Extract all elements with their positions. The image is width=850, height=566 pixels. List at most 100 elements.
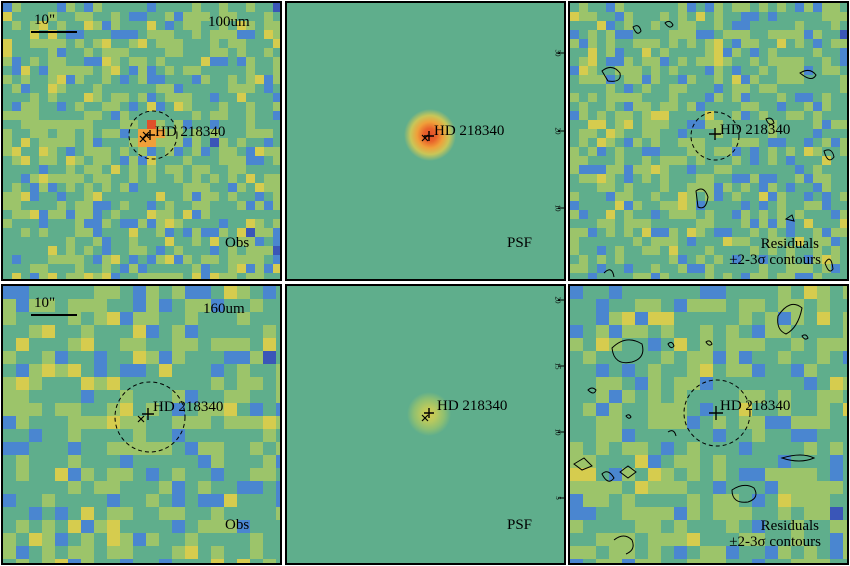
map-pixel	[146, 416, 159, 429]
map-pixel	[830, 351, 843, 364]
map-pixel	[777, 30, 786, 39]
map-pixel	[752, 325, 765, 338]
map-pixel	[830, 429, 843, 442]
map-pixel	[778, 325, 791, 338]
map-pixel	[192, 21, 201, 30]
map-pixel	[219, 3, 228, 12]
map-pixel	[615, 48, 624, 57]
map-pixel	[588, 183, 597, 192]
map-pixel	[198, 559, 211, 563]
map-pixel	[30, 3, 39, 12]
map-pixel	[75, 219, 84, 228]
map-pixel	[777, 219, 786, 228]
map-pixel	[795, 21, 804, 30]
map-pixel	[642, 228, 651, 237]
map-pixel	[201, 228, 210, 237]
map-pixel	[588, 192, 597, 201]
map-pixel	[68, 546, 81, 559]
map-pixel	[21, 255, 30, 264]
map-pixel	[165, 57, 174, 66]
map-pixel	[12, 138, 21, 147]
map-pixel	[94, 325, 107, 338]
map-pixel	[615, 273, 624, 279]
map-pixel	[687, 455, 700, 468]
map-pixel	[133, 429, 146, 442]
map-pixel	[94, 507, 107, 520]
map-pixel	[210, 120, 219, 129]
map-pixel	[570, 338, 583, 351]
map-pixel	[192, 12, 201, 21]
map-pixel	[246, 111, 255, 120]
map-pixel	[211, 520, 224, 533]
map-pixel	[741, 57, 750, 66]
map-pixel	[741, 264, 750, 273]
map-pixel	[786, 111, 795, 120]
map-pixel	[669, 237, 678, 246]
map-pixel	[48, 201, 57, 210]
map-pixel	[273, 129, 280, 138]
map-pixel	[146, 312, 159, 325]
map-pixel	[661, 351, 674, 364]
map-pixel	[210, 111, 219, 120]
map-pixel	[29, 559, 42, 563]
map-pixel	[93, 66, 102, 75]
map-pixel	[597, 138, 606, 147]
map-pixel	[606, 111, 615, 120]
map-pixel	[211, 468, 224, 481]
map-pixel	[276, 429, 280, 442]
map-pixel	[3, 255, 12, 264]
map-pixel	[583, 455, 596, 468]
map-pixel	[138, 183, 147, 192]
map-pixel	[642, 210, 651, 219]
map-pixel	[669, 210, 678, 219]
map-pixel	[237, 338, 250, 351]
map-pixel	[210, 3, 219, 12]
map-pixel	[840, 255, 847, 264]
map-pixel	[21, 138, 30, 147]
map-pixel	[726, 286, 739, 299]
map-pixel	[777, 84, 786, 93]
map-pixel	[633, 93, 642, 102]
map-pixel	[237, 156, 246, 165]
map-pixel	[622, 481, 635, 494]
map-pixel	[133, 416, 146, 429]
map-pixel	[597, 219, 606, 228]
map-pixel	[651, 102, 660, 111]
map-pixel	[831, 57, 840, 66]
map-pixel	[570, 312, 583, 325]
map-pixel	[840, 30, 847, 39]
map-pixel	[609, 533, 622, 546]
map-pixel	[660, 66, 669, 75]
psf-panel-160um: 20 15 10 5 HD 218340 PSF	[285, 284, 566, 565]
map-pixel	[57, 57, 66, 66]
map-pixel	[159, 377, 172, 390]
map-pixel	[583, 481, 596, 494]
map-pixel	[12, 39, 21, 48]
map-pixel	[30, 192, 39, 201]
map-pixel	[606, 84, 615, 93]
map-pixel	[111, 138, 120, 147]
map-pixel	[224, 390, 237, 403]
map-pixel	[622, 377, 635, 390]
map-pixel	[111, 21, 120, 30]
map-pixel	[237, 21, 246, 30]
map-pixel	[183, 3, 192, 12]
map-pixel	[831, 246, 840, 255]
map-pixel	[713, 299, 726, 312]
map-pixel	[597, 264, 606, 273]
map-pixel	[75, 48, 84, 57]
map-pixel	[66, 12, 75, 21]
target-label: HD 218340	[720, 122, 791, 138]
map-pixel	[705, 12, 714, 21]
map-pixel	[84, 228, 93, 237]
map-pixel	[669, 246, 678, 255]
map-pixel	[107, 468, 120, 481]
map-pixel	[633, 156, 642, 165]
map-pixel	[107, 364, 120, 377]
map-pixel	[660, 102, 669, 111]
map-pixel	[263, 351, 276, 364]
map-pixel	[264, 201, 273, 210]
map-pixel	[570, 120, 579, 129]
map-pixel	[741, 255, 750, 264]
map-pixel	[12, 264, 21, 273]
